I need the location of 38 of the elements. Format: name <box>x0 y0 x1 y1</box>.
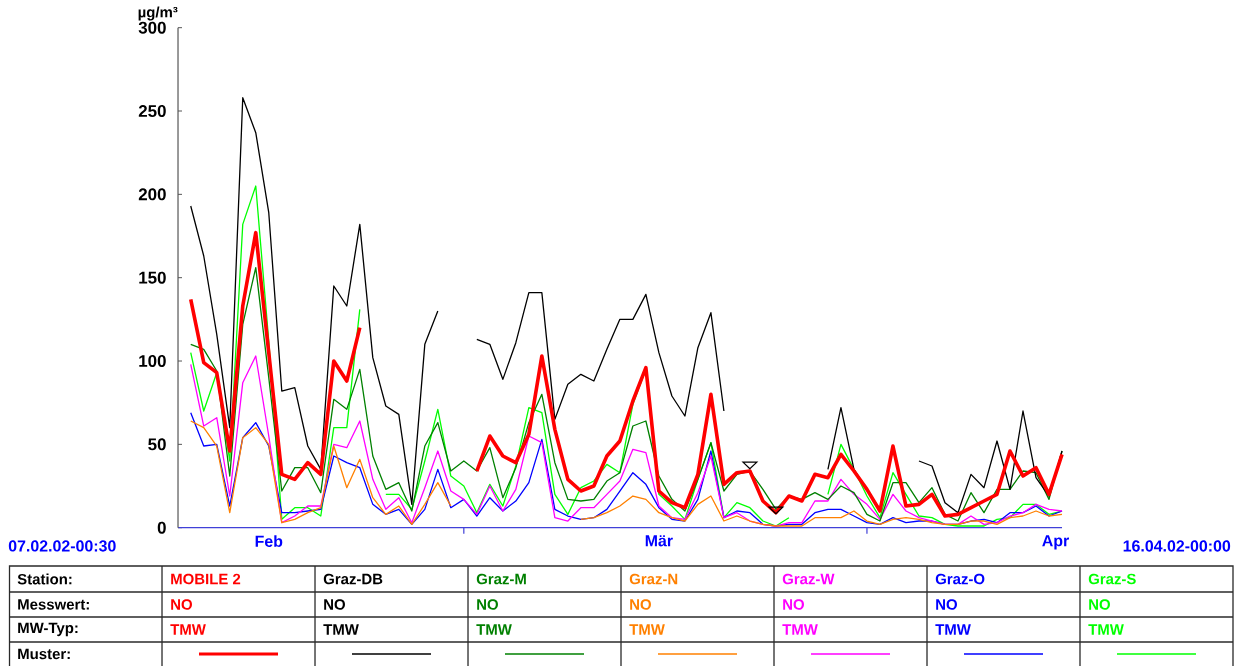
text: NO <box>783 599 804 610</box>
text: Muster: <box>18 648 70 660</box>
text: Station: <box>17 573 72 585</box>
y-tick-label: 100 <box>139 355 166 368</box>
text: NO <box>324 599 345 610</box>
y-tick-label: 0 <box>157 521 166 534</box>
y-tick-label: 300 <box>138 21 166 34</box>
x-tick-label: Apr <box>1042 535 1069 550</box>
y-tick-label: 50 <box>148 438 166 451</box>
text: NO <box>171 599 192 610</box>
y-tick-label: 150 <box>139 271 166 284</box>
text: TMW <box>476 624 512 635</box>
y-tick-label: 250 <box>138 105 166 118</box>
text: NO <box>477 599 498 610</box>
x-tick-label: Feb <box>255 535 283 547</box>
text: Graz-M <box>476 573 526 585</box>
y-axis-title: µg/m³ <box>138 6 178 21</box>
text: MOBILE 2 <box>171 573 241 585</box>
text: 07.02.02-00:30 <box>8 540 116 552</box>
text: Graz-O <box>935 573 985 585</box>
text: TMW <box>1088 624 1124 635</box>
text: TMW <box>629 624 665 635</box>
text: TMW <box>782 624 818 635</box>
text: TMW <box>170 624 206 635</box>
text: TMW <box>935 624 971 635</box>
text: Messwert: <box>18 599 89 610</box>
text: MW-Typ: <box>18 622 78 637</box>
text: Graz-S <box>1088 573 1136 585</box>
text: NO <box>936 599 957 610</box>
text: Graz-DB <box>323 573 383 585</box>
y-tick-label: 200 <box>138 188 166 201</box>
x-tick-label: Mär <box>645 535 673 547</box>
text: NO <box>630 599 651 610</box>
text: NO <box>1089 599 1110 610</box>
text: Graz-N <box>629 573 678 585</box>
text: 16.04.02-00:00 <box>1123 540 1231 552</box>
text: TMW <box>323 624 359 635</box>
text: Graz-W <box>782 573 835 585</box>
